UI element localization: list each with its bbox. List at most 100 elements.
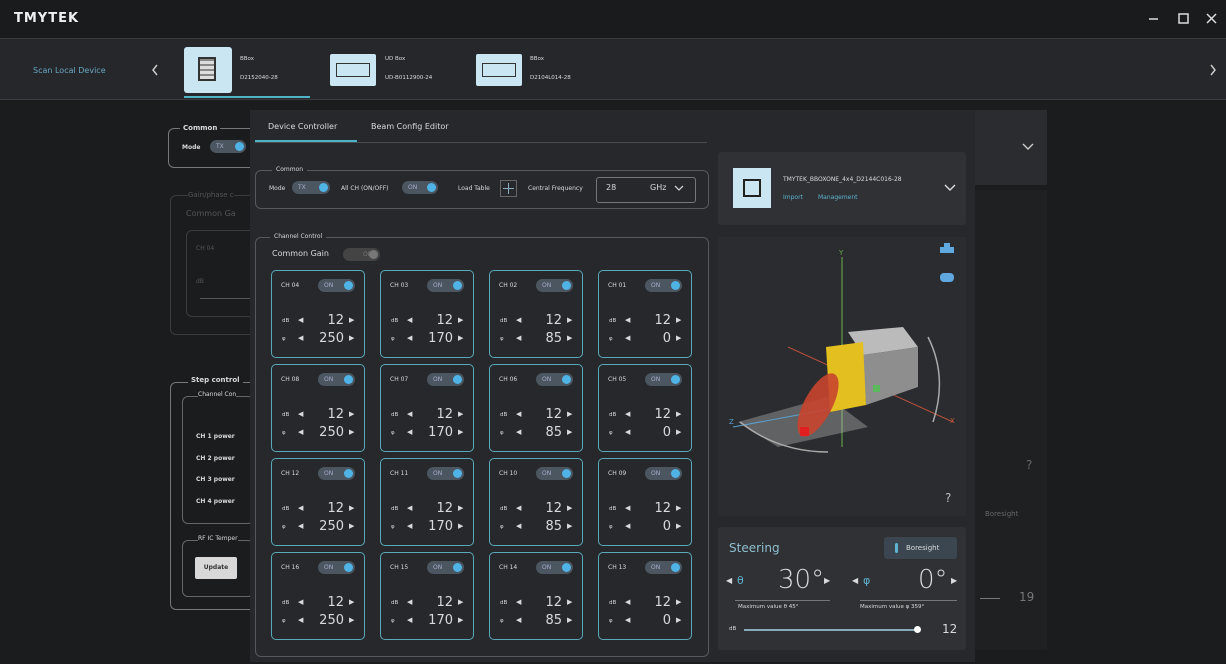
decrement[interactable]: ◀ (298, 410, 304, 418)
increment[interactable]: ▶ (676, 428, 682, 436)
decrement[interactable]: ◀ (407, 522, 413, 530)
decrement[interactable]: ◀ (516, 334, 522, 342)
increment[interactable]: ▶ (567, 316, 573, 324)
decrement[interactable]: ◀ (407, 334, 413, 342)
decrement[interactable]: ◀ (407, 598, 413, 606)
increment[interactable]: ▶ (458, 334, 464, 342)
decrement[interactable]: ◀ (407, 504, 413, 512)
increment[interactable]: ▶ (567, 334, 573, 342)
decrement[interactable]: ◀ (625, 504, 631, 512)
tab[interactable]: Beam Config Editor (371, 122, 449, 131)
device-chevron[interactable] (944, 184, 956, 192)
increment[interactable]: ▶ (458, 428, 464, 436)
decrement[interactable]: ◀ (625, 616, 631, 624)
decrement[interactable]: ◀ (407, 616, 413, 624)
decrement[interactable]: ◀ (516, 598, 522, 606)
decrement[interactable]: ◀ (625, 522, 631, 530)
decrement[interactable]: ◀ (407, 410, 413, 418)
increment[interactable]: ▶ (567, 598, 573, 606)
decrement[interactable]: ◀ (625, 410, 631, 418)
increment[interactable]: ▶ (458, 316, 464, 324)
device-icon[interactable] (330, 54, 376, 86)
increment[interactable]: ▶ (349, 410, 355, 418)
increment[interactable]: ▶ (567, 504, 573, 512)
channel-toggle[interactable]: ON (427, 467, 464, 480)
theta-dec[interactable]: ◀ (726, 576, 733, 585)
increment[interactable]: ▶ (676, 522, 682, 530)
view-help[interactable]: ? (945, 491, 952, 505)
channel-toggle[interactable]: ON (645, 373, 682, 386)
increment[interactable]: ▶ (349, 522, 355, 530)
decrement[interactable]: ◀ (516, 316, 522, 324)
device-icon[interactable] (476, 54, 522, 86)
channel-toggle[interactable]: ON (427, 373, 464, 386)
common-gain-toggle[interactable]: OFF (343, 248, 380, 261)
channel-toggle[interactable]: ON (536, 373, 573, 386)
frequency-input[interactable] (596, 177, 696, 203)
window-controls[interactable] (1145, 10, 1220, 28)
channel-toggle[interactable]: ON (645, 279, 682, 292)
decrement[interactable]: ◀ (298, 522, 304, 530)
decrement[interactable]: ◀ (516, 410, 522, 418)
channel-toggle[interactable]: ON (318, 561, 355, 574)
decrement[interactable]: ◀ (516, 522, 522, 530)
increment[interactable]: ▶ (349, 334, 355, 342)
all-ch-toggle[interactable]: ON (402, 181, 438, 194)
phi-inc[interactable]: ▶ (951, 576, 958, 585)
channel-toggle[interactable]: ON (645, 467, 682, 480)
management-link[interactable]: Management (818, 194, 858, 201)
decrement[interactable]: ◀ (516, 504, 522, 512)
increment[interactable]: ▶ (676, 598, 682, 606)
channel-toggle[interactable]: ON (536, 561, 573, 574)
boresight-button[interactable]: Boresight (884, 537, 957, 559)
scan-button[interactable]: Scan Local Device (33, 66, 106, 75)
increment[interactable]: ▶ (676, 616, 682, 624)
increment[interactable]: ▶ (458, 410, 464, 418)
channel-toggle[interactable]: ON (318, 279, 355, 292)
decrement[interactable]: ◀ (516, 616, 522, 624)
decrement[interactable]: ◀ (516, 428, 522, 436)
decrement[interactable]: ◀ (625, 316, 631, 324)
increment[interactable]: ▶ (676, 316, 682, 324)
channel-toggle[interactable]: ON (536, 467, 573, 480)
gain-slider[interactable] (744, 629, 918, 631)
increment[interactable]: ▶ (458, 616, 464, 624)
decrement[interactable]: ◀ (298, 504, 304, 512)
next-arrow[interactable] (1208, 63, 1218, 77)
increment[interactable]: ▶ (349, 616, 355, 624)
decrement[interactable]: ◀ (298, 316, 304, 324)
increment[interactable]: ▶ (676, 410, 682, 418)
channel-toggle[interactable]: ON (318, 467, 355, 480)
channel-toggle[interactable]: ON (318, 373, 355, 386)
decrement[interactable]: ◀ (298, 334, 304, 342)
increment[interactable]: ▶ (676, 504, 682, 512)
decrement[interactable]: ◀ (407, 316, 413, 324)
channel-toggle[interactable]: ON (536, 279, 573, 292)
mode-toggle[interactable]: TX (292, 181, 330, 194)
prev-arrow[interactable] (150, 63, 160, 77)
gain-slider-knob[interactable] (914, 626, 921, 633)
import-link[interactable]: Import (783, 194, 803, 201)
increment[interactable]: ▶ (349, 316, 355, 324)
decrement[interactable]: ◀ (625, 428, 631, 436)
channel-toggle[interactable]: ON (645, 561, 682, 574)
channel-toggle[interactable]: ON (427, 279, 464, 292)
load-table-button[interactable] (500, 180, 517, 197)
decrement[interactable]: ◀ (298, 616, 304, 624)
decrement[interactable]: ◀ (298, 598, 304, 606)
decrement[interactable]: ◀ (625, 598, 631, 606)
increment[interactable]: ▶ (676, 334, 682, 342)
decrement[interactable]: ◀ (625, 334, 631, 342)
device-icon[interactable] (184, 47, 232, 93)
increment[interactable]: ▶ (458, 504, 464, 512)
increment[interactable]: ▶ (567, 428, 573, 436)
increment[interactable]: ▶ (567, 616, 573, 624)
increment[interactable]: ▶ (567, 522, 573, 530)
increment[interactable]: ▶ (458, 598, 464, 606)
phi-dec[interactable]: ◀ (852, 576, 859, 585)
increment[interactable]: ▶ (567, 410, 573, 418)
decrement[interactable]: ◀ (407, 428, 413, 436)
increment[interactable]: ▶ (349, 428, 355, 436)
increment[interactable]: ▶ (458, 522, 464, 530)
theta-inc[interactable]: ▶ (824, 576, 831, 585)
